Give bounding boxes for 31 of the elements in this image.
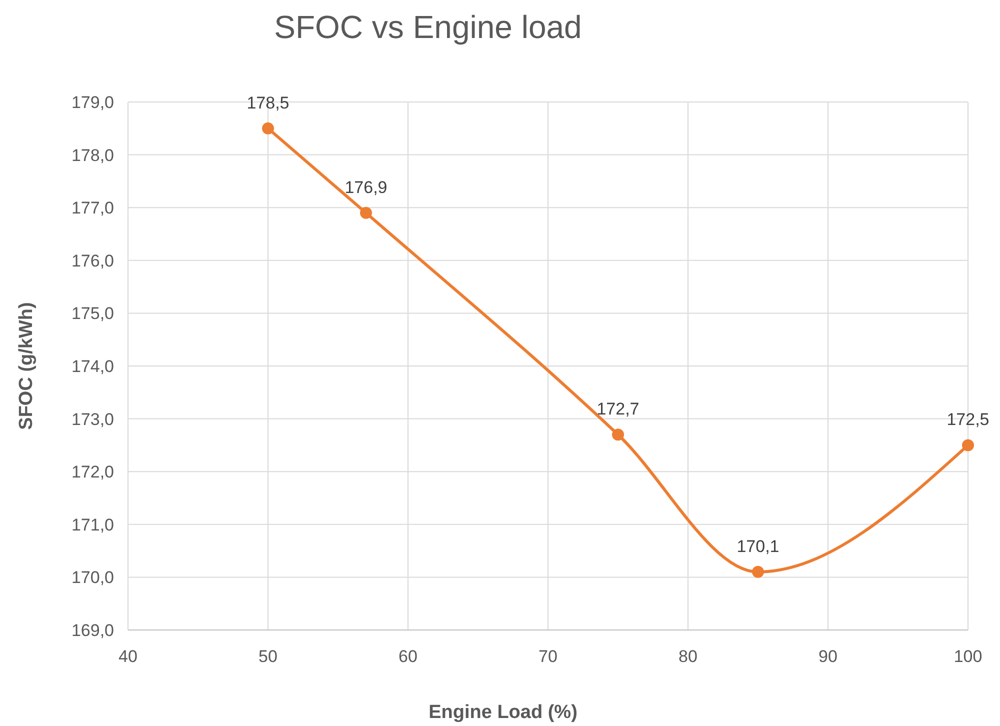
y-axis-title: SFOC (g/kWh): [16, 302, 37, 430]
y-tick-label: 175,0: [71, 304, 114, 324]
point: [612, 428, 624, 441]
data-label: 178,5: [246, 93, 290, 112]
y-tick-label: 169,0: [71, 620, 114, 640]
point: [752, 566, 764, 578]
y-tick-label: 173,0: [71, 410, 114, 429]
y-tick-label: 170,0: [71, 568, 114, 588]
x-tick-label: 60: [398, 647, 418, 666]
y-tick-label: 174,0: [71, 356, 114, 376]
x-tick-label: 100: [954, 647, 982, 666]
point: [360, 206, 372, 219]
data-label: 176,9: [344, 178, 388, 197]
y-tick-label: 176,0: [71, 251, 114, 270]
y-tick-label: 171,0: [71, 515, 114, 534]
y-tick-label: 179,0: [71, 92, 114, 112]
y-tick-label: 177,0: [71, 198, 114, 218]
y-tick-label: 172,0: [71, 462, 114, 482]
data-label: 172,7: [596, 400, 640, 419]
x-tick-label: 70: [538, 647, 558, 666]
x-tick-label: 80: [678, 647, 698, 666]
point: [262, 122, 274, 134]
chart-title: SFOC vs Engine load: [274, 9, 582, 45]
data-label: 170,1: [736, 536, 780, 556]
x-tick-label: 50: [258, 647, 278, 666]
data-label: 172,5: [946, 410, 990, 430]
point: [962, 439, 974, 452]
x-tick-label: 90: [818, 647, 838, 666]
x-axis-title: Engine Load (%): [428, 702, 578, 723]
x-tick-label: 40: [118, 647, 138, 666]
y-tick-label: 178,0: [71, 146, 114, 165]
